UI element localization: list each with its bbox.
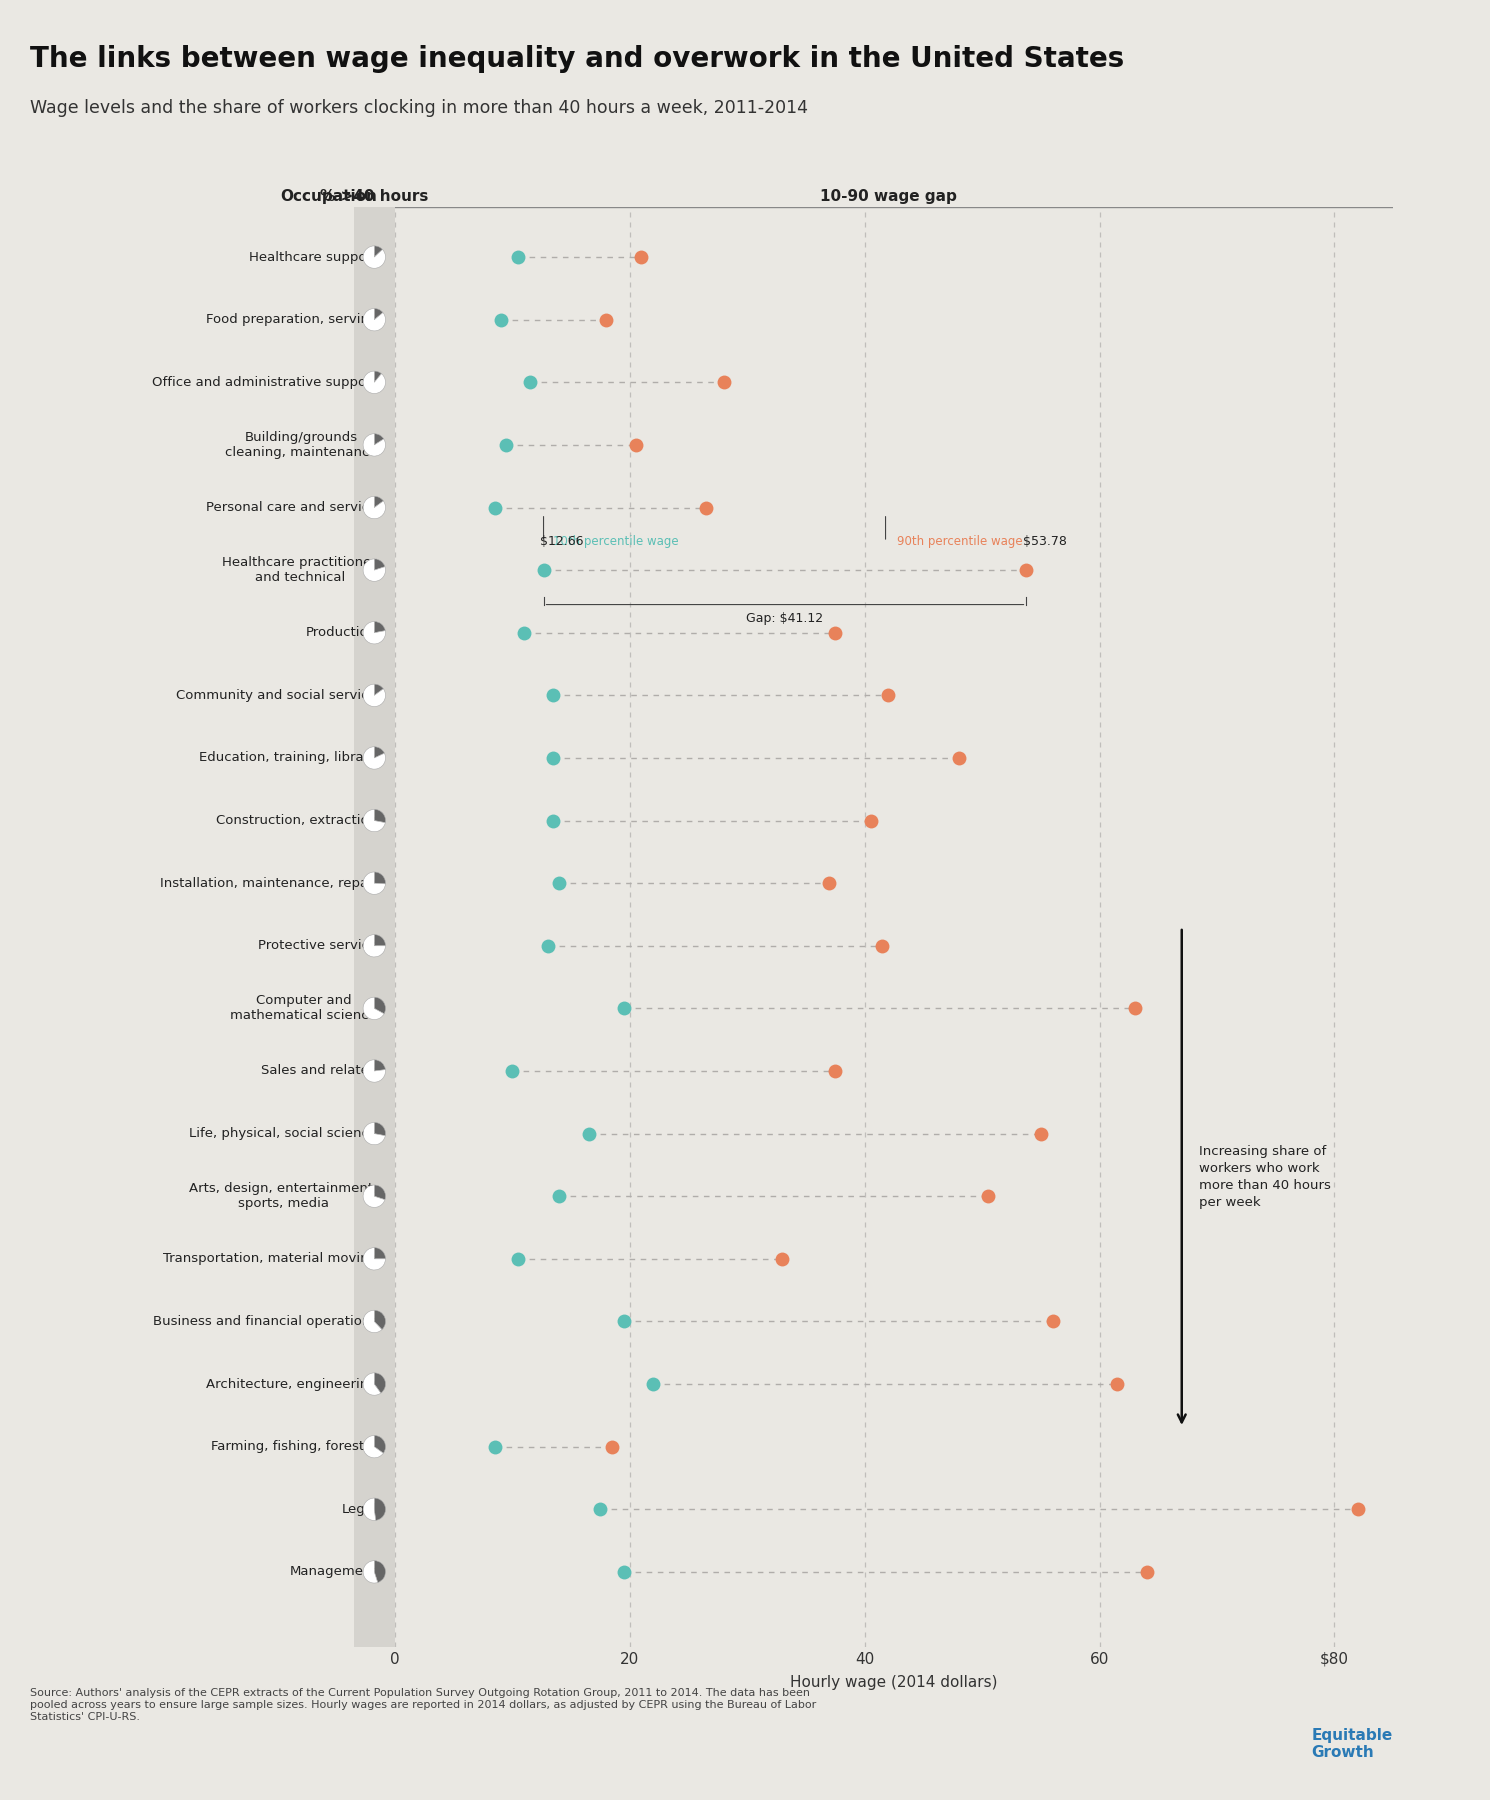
- Point: [495, 430, 519, 459]
- Point: [770, 1244, 794, 1273]
- Point: [1123, 994, 1147, 1022]
- Point: [483, 493, 507, 522]
- Text: Business and financial operations: Business and financial operations: [153, 1316, 377, 1328]
- Text: Life, physical, social science: Life, physical, social science: [189, 1127, 377, 1139]
- Text: Production: Production: [305, 626, 377, 639]
- Text: Architecture, engineering: Architecture, engineering: [207, 1377, 377, 1391]
- Text: $53.78: $53.78: [1024, 535, 1067, 549]
- Text: Farming, fishing, forestry: Farming, fishing, forestry: [210, 1440, 377, 1453]
- Text: Wage levels and the share of workers clocking in more than 40 hours a week, 2011: Wage levels and the share of workers clo…: [30, 99, 808, 117]
- Text: Management: Management: [289, 1566, 377, 1579]
- Point: [1345, 1494, 1369, 1523]
- Point: [946, 743, 970, 772]
- Point: [483, 1433, 507, 1462]
- Point: [876, 680, 900, 709]
- Point: [507, 1244, 530, 1273]
- Point: [547, 869, 571, 898]
- Text: Personal care and service: Personal care and service: [206, 500, 377, 515]
- Text: Occupation: Occupation: [280, 189, 377, 203]
- Text: Healthcare support: Healthcare support: [249, 250, 377, 263]
- Point: [535, 931, 559, 959]
- Point: [501, 1057, 524, 1085]
- Point: [513, 619, 536, 648]
- Point: [818, 869, 842, 898]
- Text: Gap: $41.12: Gap: $41.12: [746, 612, 824, 625]
- Text: Legal: Legal: [341, 1503, 377, 1516]
- Point: [1040, 1307, 1064, 1336]
- Text: Education, training, library: Education, training, library: [200, 751, 377, 765]
- Text: Transportation, material moving: Transportation, material moving: [162, 1253, 377, 1265]
- Text: Sales and related: Sales and related: [261, 1064, 377, 1078]
- Point: [641, 1370, 665, 1399]
- Point: [1106, 1370, 1129, 1399]
- Text: Increasing share of
workers who work
more than 40 hours
per week: Increasing share of workers who work mor…: [1199, 1145, 1331, 1210]
- FancyBboxPatch shape: [353, 207, 395, 1647]
- Point: [612, 1557, 636, 1586]
- Text: The links between wage inequality and overwork in the United States: The links between wage inequality and ov…: [30, 45, 1123, 74]
- Text: Arts, design, entertainment,
sports, media: Arts, design, entertainment, sports, med…: [189, 1183, 377, 1210]
- Text: Equitable
Growth: Equitable Growth: [1311, 1728, 1393, 1760]
- Point: [507, 243, 530, 272]
- Text: Computer and
mathematical science: Computer and mathematical science: [231, 994, 377, 1022]
- Text: Community and social service: Community and social service: [176, 689, 377, 702]
- Point: [630, 243, 654, 272]
- Text: 10-90 wage gap: 10-90 wage gap: [820, 189, 957, 203]
- Point: [577, 1120, 600, 1148]
- Text: 10th percentile wage: 10th percentile wage: [553, 535, 678, 549]
- Text: Building/grounds
cleaning, maintenance: Building/grounds cleaning, maintenance: [225, 430, 377, 459]
- Point: [858, 806, 882, 835]
- Text: Food preparation, serving: Food preparation, serving: [206, 313, 377, 326]
- Point: [600, 1433, 624, 1462]
- Point: [1015, 556, 1039, 585]
- Point: [595, 306, 618, 335]
- Text: Source: Authors' analysis of the CEPR extracts of the Current Population Survey : Source: Authors' analysis of the CEPR ex…: [30, 1688, 817, 1721]
- Point: [624, 430, 648, 459]
- Point: [1134, 1557, 1158, 1586]
- Point: [541, 743, 565, 772]
- Text: % >40 hours: % >40 hours: [320, 189, 429, 203]
- X-axis label: Hourly wage (2014 dollars): Hourly wage (2014 dollars): [790, 1676, 998, 1690]
- Point: [870, 931, 894, 959]
- Text: Protective service: Protective service: [258, 940, 377, 952]
- Point: [541, 680, 565, 709]
- Text: Healthcare practitioner
and technical: Healthcare practitioner and technical: [222, 556, 377, 585]
- Point: [519, 367, 542, 396]
- Point: [824, 1057, 848, 1085]
- Point: [976, 1183, 1000, 1211]
- Text: $12.66: $12.66: [539, 535, 584, 549]
- Point: [694, 493, 718, 522]
- Point: [712, 367, 736, 396]
- Text: Installation, maintenance, repair: Installation, maintenance, repair: [159, 877, 377, 889]
- Point: [612, 994, 636, 1022]
- Text: 90th percentile wage: 90th percentile wage: [897, 535, 1024, 549]
- Point: [541, 806, 565, 835]
- Point: [612, 1307, 636, 1336]
- Point: [824, 619, 848, 648]
- Point: [589, 1494, 612, 1523]
- Point: [547, 1183, 571, 1211]
- Text: Office and administrative support: Office and administrative support: [152, 376, 377, 389]
- Text: Construction, extraction: Construction, extraction: [216, 814, 377, 826]
- Point: [1030, 1120, 1053, 1148]
- Point: [489, 306, 513, 335]
- Point: [532, 556, 556, 585]
